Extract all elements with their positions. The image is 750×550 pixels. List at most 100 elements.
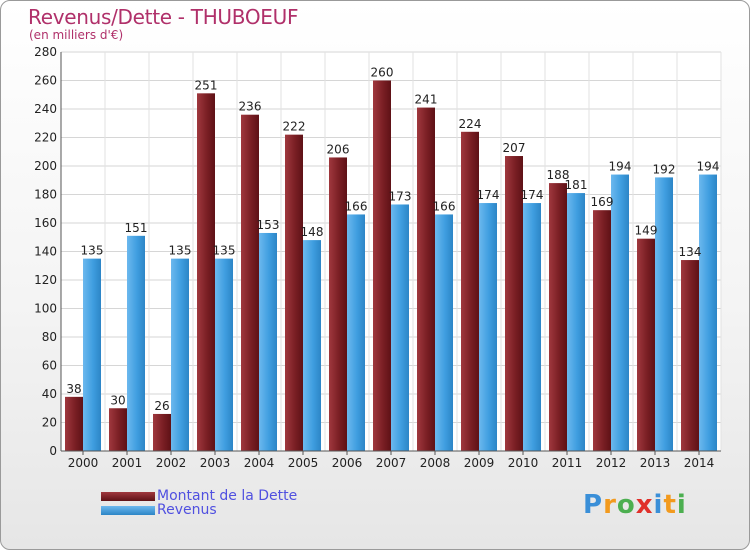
bar-revenus (435, 214, 453, 451)
bar-revenus (259, 232, 277, 451)
data-label-revenus: 173 (389, 189, 412, 203)
y-tick-label: 160 (34, 216, 57, 230)
bar-revenus (655, 177, 673, 451)
chart-unit: (en milliers d'€) (29, 28, 124, 42)
bar-revenus (699, 174, 717, 452)
x-tick-label: 2004 (244, 456, 275, 470)
data-label-dette: 206 (327, 142, 350, 156)
bar-dette (65, 396, 83, 451)
bar-dette (461, 131, 479, 452)
bar-revenus (391, 204, 409, 451)
y-tick-label: 60 (42, 359, 57, 373)
data-label-revenus: 135 (213, 244, 236, 258)
x-tick-label: 2008 (420, 456, 451, 470)
y-tick-label: 280 (34, 45, 57, 59)
legend-label-debt: Montant de la Dette (157, 488, 298, 504)
logo-letter: r (603, 490, 617, 520)
data-label-dette: 251 (195, 78, 218, 92)
data-label-revenus: 174 (521, 188, 544, 202)
y-tick-label: 140 (34, 245, 57, 259)
logo-letter: i (676, 490, 687, 520)
bar-dette (109, 408, 127, 451)
data-label-dette: 222 (283, 120, 306, 134)
y-tick-label: 80 (42, 330, 57, 344)
bar-dette (241, 114, 259, 451)
legend-item-debt: Montant de la Dette (101, 488, 297, 504)
logo-letter: o (616, 490, 636, 520)
data-label-dette: 236 (239, 100, 262, 114)
x-tick-label: 2001 (112, 456, 143, 470)
y-tick-label: 260 (34, 74, 57, 88)
bar-dette (197, 93, 215, 451)
x-tick-label: 2006 (332, 456, 363, 470)
x-tick-label: 2011 (552, 456, 583, 470)
y-tick-label: 180 (34, 188, 57, 202)
data-label-revenus: 135 (169, 244, 192, 258)
data-label-dette: 241 (415, 93, 438, 107)
bar-revenus (347, 214, 365, 451)
bar-revenus (171, 258, 189, 451)
bar-revenus (215, 258, 233, 451)
data-label-dette: 26 (154, 399, 169, 413)
data-label-revenus: 194 (609, 160, 632, 174)
legend-swatch-debt (101, 491, 155, 501)
data-label-revenus: 166 (345, 199, 368, 213)
y-tick-label: 240 (34, 102, 57, 116)
bar-revenus (127, 235, 145, 451)
logo-letter: t (663, 490, 677, 520)
bar-dette (637, 238, 655, 451)
data-label-dette: 134 (679, 245, 702, 259)
logo-letter: i (653, 490, 664, 520)
bar-dette (153, 413, 171, 451)
bar-dette (549, 183, 567, 451)
bar-revenus (567, 193, 585, 451)
y-tick-label: 120 (34, 273, 57, 287)
x-tick-label: 2007 (376, 456, 407, 470)
logo-letter: P (583, 490, 604, 520)
data-label-revenus: 148 (301, 225, 324, 239)
bar-revenus (83, 258, 101, 451)
data-label-revenus: 135 (81, 244, 104, 258)
bar-revenus (611, 174, 629, 452)
y-tick-label: 200 (34, 159, 57, 173)
x-tick-label: 2002 (156, 456, 187, 470)
legend-item-revenus: Revenus (101, 502, 217, 518)
y-tick-label: 0 (49, 444, 57, 458)
x-tick-label: 2003 (200, 456, 231, 470)
chart-title: Revenus/Dette - THUBOEUF (28, 5, 299, 29)
bar-revenus (303, 240, 321, 451)
data-label-dette: 149 (635, 224, 658, 238)
bar-revenus (523, 203, 541, 451)
x-tick-label: 2012 (596, 456, 627, 470)
data-label-dette: 224 (459, 117, 482, 131)
bar-dette (285, 134, 303, 451)
bar-dette (593, 210, 611, 451)
legend-swatch-revenus (101, 505, 155, 515)
data-label-revenus: 151 (125, 221, 148, 235)
y-tick-label: 40 (42, 387, 57, 401)
y-tick-label: 100 (34, 302, 57, 316)
data-label-revenus: 166 (433, 199, 456, 213)
logo-letter: x (635, 490, 654, 520)
x-tick-label: 2010 (508, 456, 539, 470)
bar-dette (329, 157, 347, 451)
proxiti-logo: Proxiti (583, 490, 687, 520)
x-tick-label: 2000 (68, 456, 99, 470)
data-label-revenus: 194 (697, 160, 720, 174)
bar-dette (681, 260, 699, 451)
bar-dette (373, 80, 391, 451)
x-tick-label: 2005 (288, 456, 319, 470)
data-label-dette: 169 (591, 195, 614, 209)
y-tick-label: 220 (34, 131, 57, 145)
data-label-dette: 188 (547, 168, 570, 182)
data-label-dette: 38 (66, 382, 81, 396)
data-label-revenus: 181 (565, 178, 588, 192)
y-tick-label: 20 (42, 416, 57, 430)
data-label-dette: 260 (371, 66, 394, 80)
bar-revenus (479, 203, 497, 451)
x-tick-label: 2014 (684, 456, 715, 470)
data-label-dette: 30 (110, 393, 125, 407)
data-label-revenus: 153 (257, 218, 280, 232)
